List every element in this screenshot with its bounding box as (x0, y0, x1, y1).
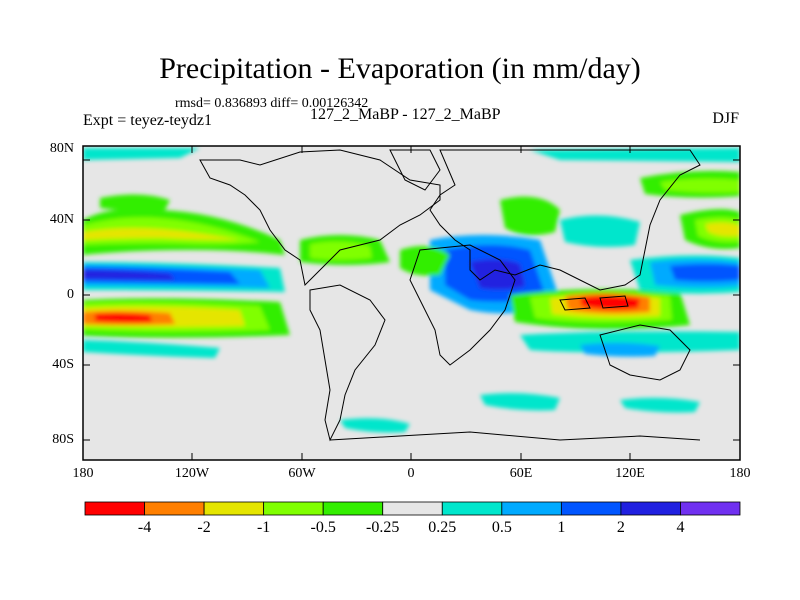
colorbar-label: -2 (197, 519, 211, 536)
experiment-label: Expt = teyez-teydz1 (83, 112, 212, 129)
period-label: 127_2_MaBP - 127_2_MaBP (310, 106, 501, 123)
x-tick-0: 0 (407, 466, 415, 481)
colorbar-label: -1 (256, 519, 271, 536)
colorbar-swatch (501, 501, 562, 516)
x-tick-60e: 60E (509, 466, 533, 481)
y-tick-80n: 80N (49, 141, 74, 156)
colorbar-swatch (84, 501, 145, 516)
colorbar-swatch (620, 501, 681, 516)
colorbar-label: 0.25 (428, 519, 457, 536)
colorbar-label: -0.5 (310, 519, 336, 536)
colorbar-label: 2 (616, 519, 625, 536)
colorbar (84, 501, 741, 516)
colorbar-swatch (382, 501, 443, 516)
x-tick-120e: 120E (615, 466, 645, 481)
colorbar-swatch (441, 501, 503, 516)
y-tick-80s: 80S (52, 432, 74, 447)
x-tick-180e: 180 (729, 466, 751, 481)
x-tick-60w: 60W (288, 466, 316, 481)
colorbar-label: 1 (557, 519, 566, 536)
colorbar-swatch (144, 501, 205, 516)
y-tick-40n: 40N (49, 212, 74, 227)
plot-title: Precipitation - Evaporation (in mm/day) (159, 52, 641, 85)
map-plot-area (83, 146, 740, 460)
axis-ticks (82, 146, 741, 460)
y-tick-0: 0 (67, 287, 74, 302)
colorbar-swatch (560, 501, 622, 516)
y-tick-40s: 40S (52, 357, 74, 372)
x-tick-180w: 180 (72, 466, 94, 481)
colorbar-swatch (263, 501, 324, 516)
colorbar-swatch (322, 501, 384, 516)
colorbar-label: -4 (137, 519, 152, 536)
colorbar-swatch (680, 501, 741, 516)
colorbar-label: -0.25 (366, 519, 400, 536)
x-tick-120w: 120W (174, 466, 210, 481)
colorbar-swatch (203, 501, 265, 516)
colorbar-label: 0.5 (491, 519, 512, 536)
colorbar-label: 4 (676, 519, 685, 536)
season-label: DJF (712, 110, 739, 127)
stats-label: rmsd= 0.836893 diff= 0.00126342 (175, 96, 369, 111)
